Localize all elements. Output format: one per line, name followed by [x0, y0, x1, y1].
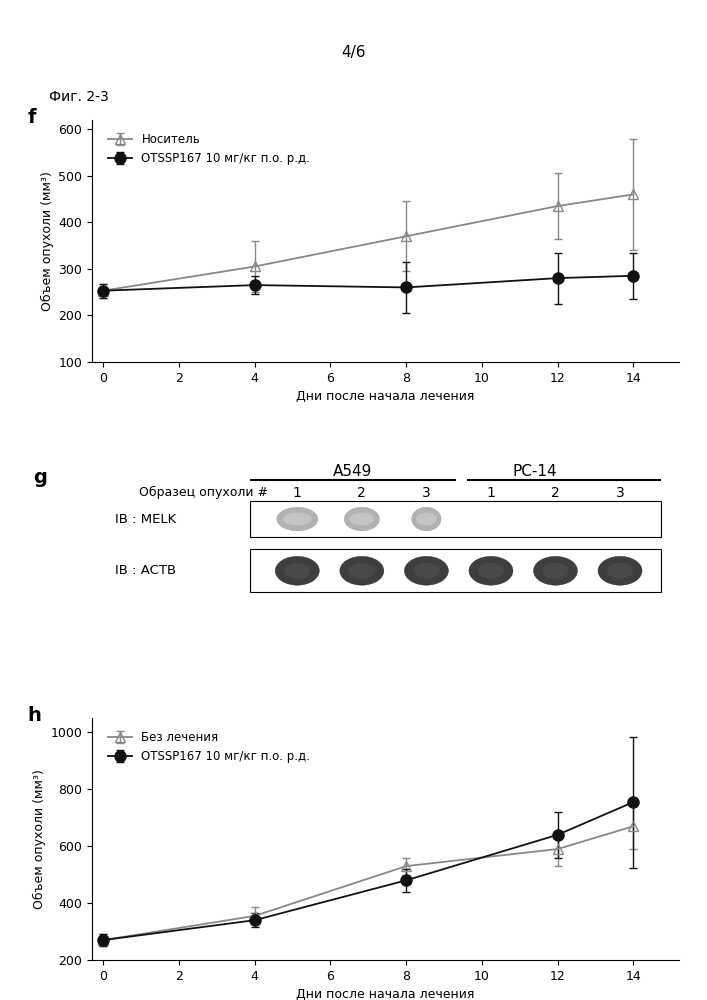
Ellipse shape: [542, 563, 568, 579]
Text: PC-14: PC-14: [513, 464, 557, 479]
Text: 3: 3: [422, 486, 431, 500]
Ellipse shape: [349, 512, 374, 526]
Ellipse shape: [411, 507, 441, 531]
Text: 2: 2: [358, 486, 366, 500]
Ellipse shape: [340, 556, 384, 585]
Text: Фиг. 2-3: Фиг. 2-3: [49, 90, 110, 104]
Ellipse shape: [598, 556, 642, 585]
Bar: [250, 549, 661, 592]
Text: h: h: [28, 706, 41, 725]
Ellipse shape: [469, 556, 513, 585]
Text: 1: 1: [486, 486, 496, 500]
Y-axis label: Объем опухоли (мм³): Объем опухоли (мм³): [41, 171, 54, 311]
Text: A549: A549: [334, 464, 373, 479]
Text: f: f: [28, 108, 36, 127]
Y-axis label: Объем опухоли (мм³): Объем опухоли (мм³): [33, 769, 46, 909]
Text: 2: 2: [551, 486, 560, 500]
Ellipse shape: [404, 556, 448, 585]
Bar: [250, 501, 661, 537]
Text: 4/6: 4/6: [341, 45, 366, 60]
Ellipse shape: [284, 563, 310, 579]
Legend: Без лечения, OTSSP167 10 мг/кг п.о. р.д.: Без лечения, OTSSP167 10 мг/кг п.о. р.д.: [104, 726, 315, 768]
Ellipse shape: [349, 563, 375, 579]
Text: IB : MELK: IB : MELK: [115, 513, 177, 526]
Ellipse shape: [276, 507, 318, 531]
Text: g: g: [33, 468, 47, 487]
Ellipse shape: [607, 563, 633, 579]
X-axis label: Дни после начала лечения: Дни после начала лечения: [296, 390, 474, 403]
Text: Образец опухоли #: Образец опухоли #: [139, 486, 268, 499]
Text: IB : ACTB: IB : ACTB: [115, 564, 177, 577]
Text: 3: 3: [616, 486, 624, 500]
X-axis label: Дни после начала лечения: Дни после начала лечения: [296, 988, 474, 1000]
Ellipse shape: [344, 507, 380, 531]
Ellipse shape: [478, 563, 504, 579]
Legend: Носитель, OTSSP167 10 мг/кг п.о. р.д.: Носитель, OTSSP167 10 мг/кг п.о. р.д.: [104, 128, 315, 170]
Ellipse shape: [413, 563, 440, 579]
Ellipse shape: [416, 512, 437, 526]
Ellipse shape: [275, 556, 320, 585]
Ellipse shape: [534, 556, 578, 585]
Ellipse shape: [283, 512, 312, 526]
Text: 1: 1: [293, 486, 302, 500]
